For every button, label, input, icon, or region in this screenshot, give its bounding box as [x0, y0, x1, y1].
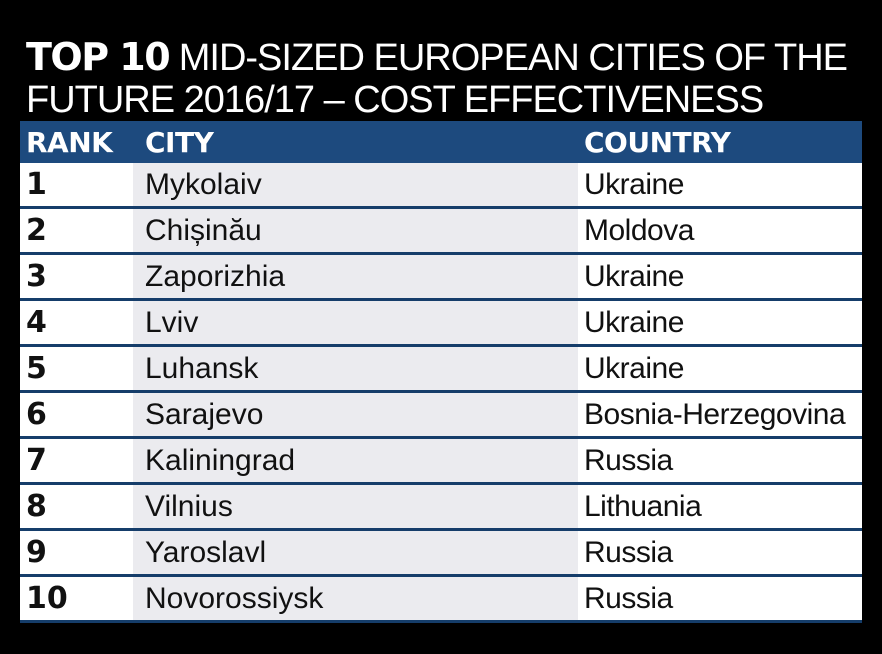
- city-cell: Sarajevo: [133, 391, 578, 439]
- city-cell: Mykolaiv: [133, 163, 578, 209]
- title-line-2: FUTURE 2016/17 – COST EFFECTIVENESS: [26, 79, 764, 121]
- city-cell: Chișinău: [133, 207, 578, 255]
- rank-cell: 5: [20, 345, 133, 393]
- country-cell: Ukraine: [578, 253, 862, 301]
- title-line-1: TOP 10 MID-SIZED EUROPEAN CITIES OF THE: [26, 35, 848, 79]
- table-row: 4 Lviv Ukraine: [20, 299, 862, 347]
- title-bold: TOP 10: [26, 35, 171, 79]
- country-cell: Russia: [578, 529, 862, 577]
- chart-title: TOP 10 MID-SIZED EUROPEAN CITIES OF THE …: [26, 35, 848, 121]
- city-cell: Luhansk: [133, 345, 578, 393]
- header-country: COUNTRY: [578, 121, 862, 163]
- ranking-table: RANK CITY COUNTRY 1 Mykolaiv Ukraine 2 Chiși…: [20, 121, 862, 623]
- rank-cell: 9: [20, 529, 133, 577]
- table-row: 9 Yaroslavl Russia: [20, 529, 862, 577]
- table-row: 1 Mykolaiv Ukraine: [20, 163, 862, 209]
- table-row: 6 Sarajevo Bosnia-Herzegovina: [20, 391, 862, 439]
- rank-cell: 1: [20, 163, 133, 209]
- header-rank: RANK: [20, 121, 133, 163]
- rank-cell: 10: [20, 575, 133, 623]
- country-cell: Russia: [578, 437, 862, 485]
- table-row: 8 Vilnius Lithuania: [20, 483, 862, 531]
- rank-cell: 3: [20, 253, 133, 301]
- country-cell: Moldova: [578, 207, 862, 255]
- rank-cell: 4: [20, 299, 133, 347]
- country-cell: Ukraine: [578, 163, 862, 209]
- city-cell: Kaliningrad: [133, 437, 578, 485]
- city-cell: Lviv: [133, 299, 578, 347]
- country-cell: Ukraine: [578, 299, 862, 347]
- country-cell: Lithuania: [578, 483, 862, 531]
- table-row: 5 Luhansk Ukraine: [20, 345, 862, 393]
- rank-cell: 2: [20, 207, 133, 255]
- country-cell: Russia: [578, 575, 862, 623]
- city-cell: Novorossiysk: [133, 575, 578, 623]
- rank-cell: 8: [20, 483, 133, 531]
- header-city: CITY: [133, 121, 578, 163]
- city-cell: Yaroslavl: [133, 529, 578, 577]
- city-cell: Vilnius: [133, 483, 578, 531]
- rank-cell: 6: [20, 391, 133, 439]
- country-cell: Bosnia-Herzegovina: [578, 391, 862, 439]
- header-row: RANK CITY COUNTRY: [20, 121, 862, 163]
- country-cell: Ukraine: [578, 345, 862, 393]
- table-row: 2 Chișinău Moldova: [20, 207, 862, 255]
- rank-cell: 7: [20, 437, 133, 485]
- table-row: 3 Zaporizhia Ukraine: [20, 253, 862, 301]
- city-cell: Zaporizhia: [133, 253, 578, 301]
- title-rest: MID-SIZED EUROPEAN CITIES OF THE: [169, 37, 848, 79]
- table-row: 10 Novorossiysk Russia: [20, 575, 862, 623]
- table-row: 7 Kaliningrad Russia: [20, 437, 862, 485]
